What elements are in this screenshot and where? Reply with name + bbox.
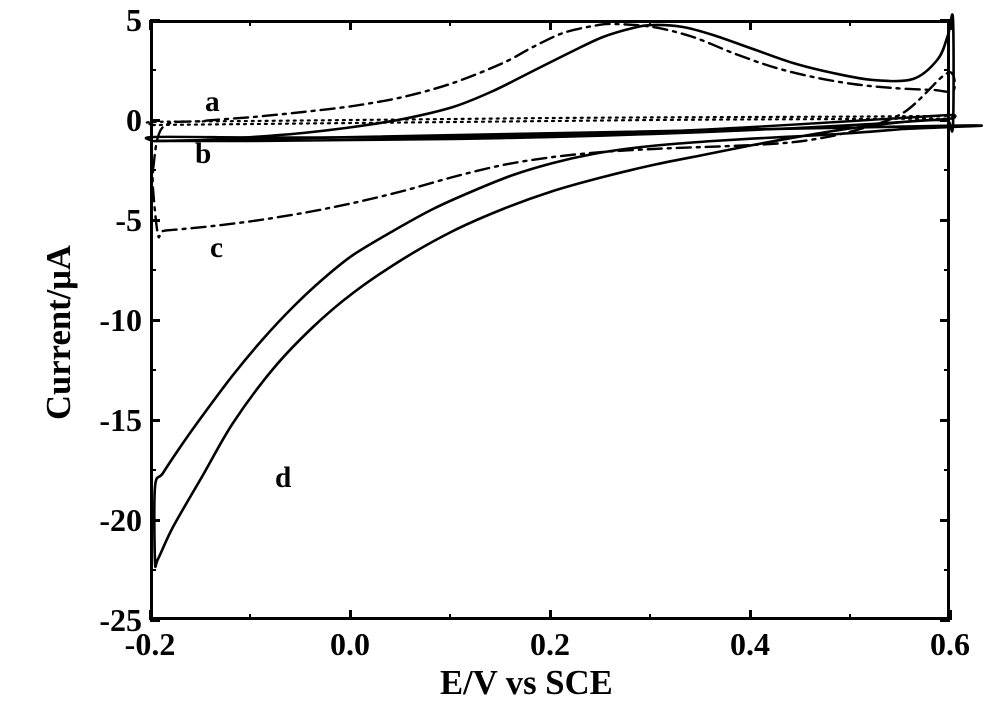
x-tick: [349, 610, 352, 620]
x-tick-label: 0.6: [910, 626, 990, 663]
series-label-d: d: [275, 462, 291, 495]
y-minor-tick: [944, 69, 950, 71]
y-tick-right: [940, 119, 950, 122]
x-tick-top: [549, 20, 552, 30]
y-minor-tick: [150, 569, 156, 571]
y-minor-tick: [944, 469, 950, 471]
y-tick-right: [940, 619, 950, 622]
x-tick-top: [949, 20, 952, 30]
y-tick: [150, 319, 160, 322]
curves-svg: [153, 23, 953, 623]
x-minor-tick: [849, 20, 851, 26]
y-minor-tick: [150, 69, 156, 71]
series-label-c: c: [210, 232, 223, 265]
x-tick: [549, 610, 552, 620]
x-minor-tick: [249, 20, 251, 26]
series-label-b: b: [195, 138, 211, 171]
x-minor-tick: [249, 614, 251, 620]
y-tick-right: [940, 219, 950, 222]
y-tick: [150, 119, 160, 122]
y-minor-tick: [150, 269, 156, 271]
cv-figure: Current/μA E/V vs SCE -0.20.00.20.40.6-2…: [0, 0, 1000, 715]
y-minor-tick: [150, 369, 156, 371]
y-tick-right: [940, 319, 950, 322]
x-tick-label: 0.0: [310, 626, 390, 663]
y-tick: [150, 219, 160, 222]
x-tick-top: [349, 20, 352, 30]
y-tick: [150, 419, 160, 422]
y-tick-right: [940, 519, 950, 522]
y-tick: [150, 19, 160, 22]
y-minor-tick: [944, 269, 950, 271]
x-tick-label: 0.4: [710, 626, 790, 663]
y-tick-right: [940, 419, 950, 422]
x-axis-label: E/V vs SCE: [440, 664, 613, 703]
y-minor-tick: [944, 369, 950, 371]
y-tick-label: -20: [72, 502, 142, 539]
y-tick: [150, 519, 160, 522]
y-minor-tick: [944, 569, 950, 571]
y-tick-label: 5: [72, 2, 142, 39]
x-minor-tick: [449, 20, 451, 26]
y-tick-label: -25: [72, 602, 142, 639]
y-minor-tick: [944, 169, 950, 171]
x-minor-tick: [649, 614, 651, 620]
x-tick-label: 0.2: [510, 626, 590, 663]
x-minor-tick: [649, 20, 651, 26]
y-tick-label: 0: [72, 102, 142, 139]
y-minor-tick: [150, 169, 156, 171]
y-minor-tick: [150, 469, 156, 471]
x-tick-top: [749, 20, 752, 30]
series-a: [146, 116, 956, 125]
y-tick-label: -15: [72, 402, 142, 439]
x-minor-tick: [449, 614, 451, 620]
x-tick: [749, 610, 752, 620]
y-tick: [150, 619, 160, 622]
y-tick-label: -10: [72, 302, 142, 339]
series-label-a: a: [205, 86, 220, 119]
x-minor-tick: [849, 614, 851, 620]
x-tick-top: [149, 20, 152, 30]
y-tick-label: -5: [72, 202, 142, 239]
y-tick-right: [940, 19, 950, 22]
plot-area: [150, 20, 950, 620]
